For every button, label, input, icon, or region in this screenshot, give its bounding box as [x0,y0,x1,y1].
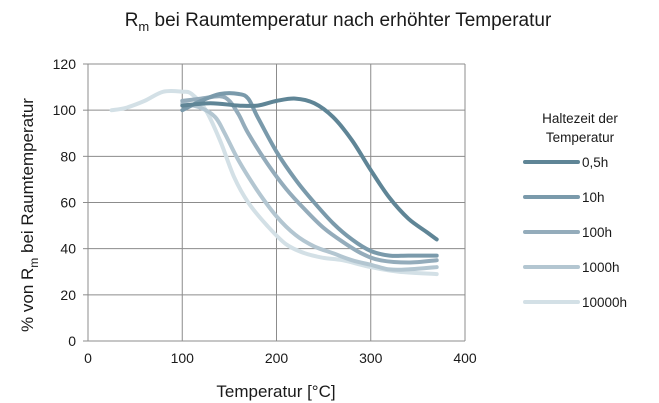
grid [88,64,465,341]
chart-title: Rm bei Raumtemperatur nach erhöhter Temp… [125,10,552,34]
y-axis-label-post: bei Raumtemperatur [18,98,37,258]
x-tick-label: 400 [453,350,477,366]
y-tick-label: 60 [60,195,76,211]
series-lines [112,91,437,274]
legend-label-0,5h: 0,5h [582,155,608,170]
y-axis-label-pre: % von R [18,268,37,332]
series-line-0,5h [182,99,436,240]
y-tick-label: 40 [60,241,76,257]
legend-label-100h: 100h [582,225,612,240]
series-line-1000h [182,103,436,270]
legend-label-1000h: 1000h [582,260,620,275]
x-axis-label: Temperatur [°C] [216,382,335,401]
x-tick-label: 300 [359,350,383,366]
series-line-10000h [112,91,437,274]
legend-title-line-1: Haltezeit der [542,111,618,126]
y-tick-label: 120 [53,56,77,72]
chart-title-sub: m [138,19,149,34]
y-axis-label: % von Rm bei Raumtemperatur [18,98,41,332]
legend-label-10h: 10h [582,190,605,205]
series-line-10h [182,93,436,256]
legend-label-10000h: 10000h [582,295,627,310]
y-tick-label: 80 [60,148,76,164]
legend-title-line-2: Temperatur [546,130,615,145]
y-tick-label: 20 [60,287,76,303]
legend: Haltezeit der Temperatur 0,5h 10h 100h 1000… [525,111,627,310]
chart-title-rest: bei Raumtemperatur nach erhöhter Tempera… [149,10,552,31]
x-tick-label: 0 [84,350,92,366]
x-tick-label: 200 [265,350,289,366]
chart-title-main: R [125,10,139,31]
y-tick-label: 0 [68,333,76,349]
x-tick-label: 100 [171,350,195,366]
y-axis-label-sub: m [27,258,41,268]
y-tick-label: 100 [53,102,77,118]
